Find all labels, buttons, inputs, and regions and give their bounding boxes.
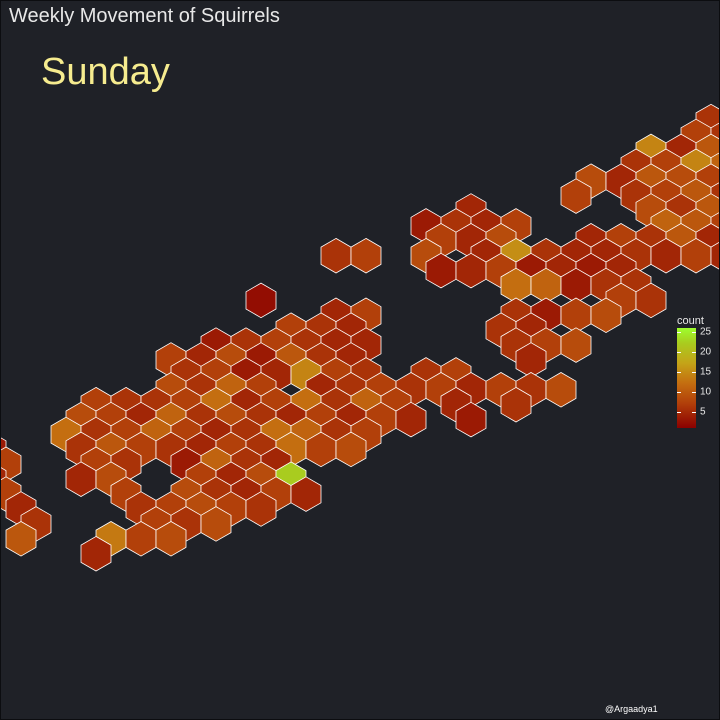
hex-cell xyxy=(5,521,37,557)
legend-tick xyxy=(692,332,696,333)
legend-tick-label: 10 xyxy=(700,386,712,398)
legend-tick xyxy=(692,392,696,393)
hex-cell xyxy=(350,237,382,274)
legend-tick xyxy=(692,352,696,353)
hex-cell xyxy=(200,506,232,542)
legend-colorbar xyxy=(677,328,696,428)
legend-tick xyxy=(677,372,681,373)
legend-tick xyxy=(677,352,681,353)
legend-title: count xyxy=(677,315,704,327)
hex-cell xyxy=(320,237,352,274)
hex-cell xyxy=(455,401,487,438)
chart-title: Weekly Movement of Squirrels xyxy=(9,5,280,27)
author-credit: @Argaadya1 xyxy=(605,704,658,714)
legend-tick xyxy=(692,412,696,413)
hex-cell xyxy=(155,521,187,557)
hex-cell xyxy=(560,327,592,363)
hex-cell xyxy=(635,282,667,319)
legend-tick xyxy=(677,412,681,413)
facet-label: Sunday xyxy=(41,51,170,93)
hex-cell xyxy=(560,178,592,214)
legend-tick-label: 20 xyxy=(700,346,712,358)
legend-tick xyxy=(677,392,681,393)
hex-cell xyxy=(245,282,277,319)
legend-tick-label: 25 xyxy=(700,326,712,338)
hex-cell xyxy=(395,401,427,438)
hex-cell xyxy=(590,297,622,334)
hex-cell xyxy=(710,241,719,270)
hex-cell xyxy=(80,535,112,572)
legend-tick xyxy=(692,372,696,373)
legend-tick-label: 5 xyxy=(700,406,706,418)
hex-cell xyxy=(245,491,277,527)
legend-tick xyxy=(677,332,681,333)
hex-cell xyxy=(335,431,367,468)
legend-tick-label: 15 xyxy=(700,366,712,378)
hex-cell xyxy=(290,476,322,512)
legend: count 5 10 15 20 25 xyxy=(677,315,717,428)
hex-cell xyxy=(545,372,577,408)
hex-cell xyxy=(500,386,532,423)
